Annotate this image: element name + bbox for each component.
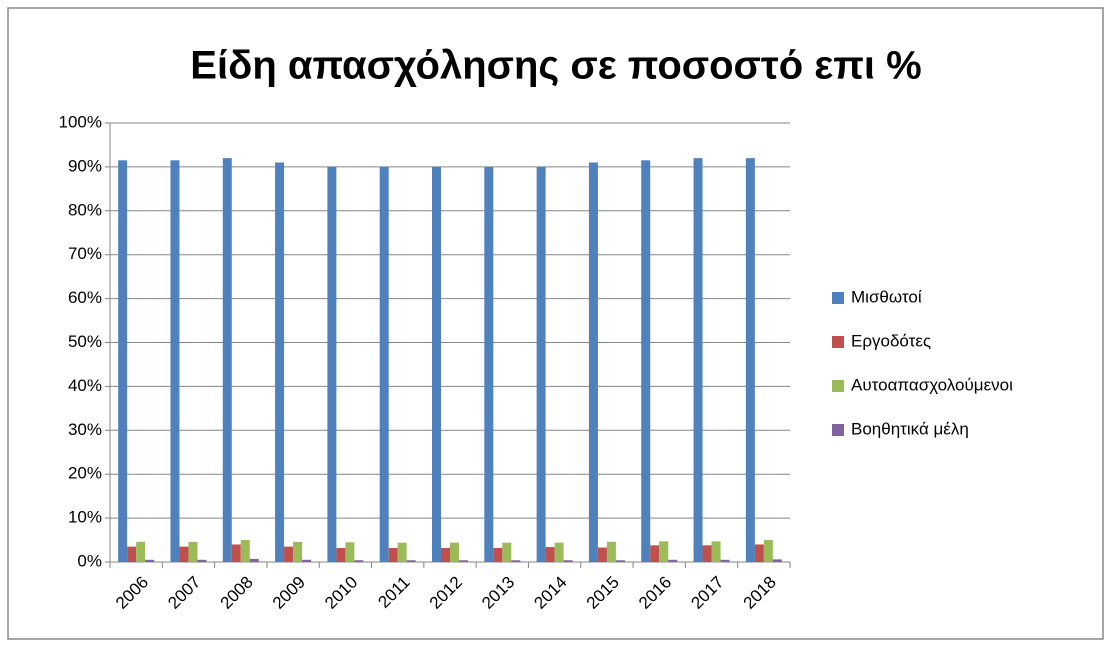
bar — [240, 540, 250, 562]
bar — [170, 160, 180, 562]
bar — [545, 547, 555, 562]
bar — [388, 547, 398, 562]
bar — [450, 542, 459, 562]
bar — [118, 160, 128, 562]
legend-swatch — [832, 380, 844, 392]
y-tick-label: 50% — [68, 332, 102, 351]
bar — [511, 560, 521, 562]
bar — [702, 545, 712, 562]
bar — [284, 546, 294, 562]
bar — [536, 166, 546, 562]
bar — [327, 166, 337, 562]
bar — [441, 547, 450, 562]
bar — [502, 542, 512, 562]
bar — [615, 560, 625, 562]
bar — [127, 546, 137, 562]
y-tick-label: 80% — [68, 200, 102, 219]
bar — [179, 546, 189, 562]
bar — [588, 162, 598, 562]
bar — [711, 541, 721, 562]
bar — [406, 560, 416, 562]
bar — [432, 166, 441, 562]
bar — [763, 540, 773, 562]
legend-label: Εργοδότες — [851, 331, 931, 350]
y-tick-label: 90% — [68, 156, 102, 175]
bar — [145, 559, 155, 562]
bar — [197, 559, 207, 562]
bar — [641, 160, 651, 562]
bar — [693, 158, 703, 562]
bar — [720, 559, 730, 562]
y-tick-label: 70% — [68, 244, 102, 263]
legend-label: Αυτοαπασχολούμενοι — [851, 375, 1013, 394]
y-tick-label: 20% — [68, 464, 102, 483]
bar — [650, 545, 660, 562]
bar — [336, 547, 346, 562]
bar — [293, 541, 303, 562]
chart-border — [7, 7, 1104, 640]
bar — [231, 544, 241, 562]
y-tick-label: 30% — [68, 420, 102, 439]
bar — [606, 541, 616, 562]
legend-swatch — [832, 424, 844, 436]
bar — [659, 541, 669, 562]
y-tick-label: 10% — [68, 508, 102, 527]
legend-label: Βοηθητικά μέλη — [851, 419, 969, 438]
bar — [222, 158, 232, 562]
bar — [772, 559, 782, 562]
bar — [597, 547, 607, 562]
bar — [484, 166, 494, 562]
bar — [563, 560, 573, 562]
bar — [188, 541, 198, 562]
bar — [397, 542, 407, 562]
y-tick-label: 100% — [59, 112, 102, 131]
legend-swatch — [832, 336, 844, 348]
bar — [136, 541, 146, 562]
bar — [275, 162, 285, 562]
bar — [459, 560, 468, 562]
bar — [754, 544, 764, 562]
bar — [668, 559, 678, 562]
legend-swatch — [832, 292, 844, 304]
chart-title: Είδη απασχόλησης σε ποσοστό επι % — [190, 44, 921, 88]
bar — [554, 542, 564, 562]
bar — [493, 547, 503, 562]
y-tick-label: 0% — [77, 551, 102, 570]
y-tick-label: 60% — [68, 288, 102, 307]
bar — [302, 559, 312, 562]
y-tick-label: 40% — [68, 376, 102, 395]
bar — [354, 560, 364, 562]
bar — [379, 166, 389, 562]
legend-label: Μισθωτοί — [851, 287, 922, 306]
bar — [745, 158, 755, 562]
bar — [345, 542, 355, 562]
bar — [249, 558, 259, 562]
